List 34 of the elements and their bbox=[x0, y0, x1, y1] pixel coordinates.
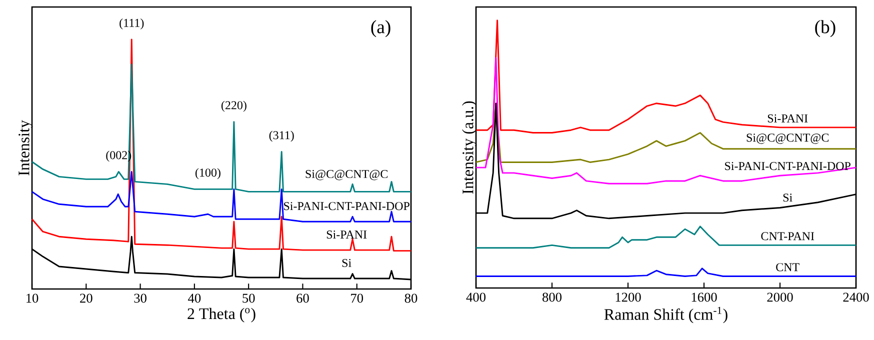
series-label: Si-PANI-CNT-PANI-DOP bbox=[725, 162, 850, 170]
x-tick-label: 60 bbox=[296, 294, 309, 303]
series-label: Si-PANI bbox=[326, 230, 367, 239]
x-tick-label: 2400 bbox=[843, 292, 869, 302]
x-tick-label: 10 bbox=[26, 294, 38, 303]
annotation: (220) bbox=[221, 100, 246, 112]
series-label: Si@C@CNT@C bbox=[746, 134, 829, 144]
x-tick-label: 50 bbox=[242, 294, 255, 303]
series-label: Si-PANI bbox=[768, 114, 808, 122]
annotation: (b) bbox=[815, 20, 836, 38]
x-tick-label: 2000 bbox=[767, 292, 793, 302]
annotation: (311) bbox=[269, 130, 294, 142]
x-axis-title: Raman Shift (cm$^{-1}$) bbox=[604, 306, 728, 324]
text: (a) bbox=[371, 20, 390, 38]
annotation: (100) bbox=[195, 168, 220, 180]
series-label: Si@C@CNT@C bbox=[306, 170, 388, 180]
x-tick-label: 30 bbox=[134, 294, 146, 303]
y-axis-title: Intensity (a.u.) bbox=[462, 101, 477, 194]
x-tick-label: 40 bbox=[188, 294, 201, 303]
series-label: CNT bbox=[776, 263, 800, 272]
annotation: (111) bbox=[120, 18, 144, 30]
x-axis-title: 2 Theta ($^{o}$) bbox=[188, 308, 256, 322]
series-label: Si bbox=[783, 194, 792, 202]
x-tick-label: 70 bbox=[351, 294, 364, 303]
x-tick-label: 80 bbox=[404, 294, 418, 303]
x-tick-label: 1200 bbox=[616, 292, 641, 302]
x-tick-label: 400 bbox=[466, 292, 486, 302]
series-label: Si bbox=[342, 258, 352, 268]
series-label: CNT-PANI bbox=[761, 232, 814, 240]
x-tick-label: 800 bbox=[542, 292, 562, 302]
series-label: Si-PANI-CNT-PANI-DOP bbox=[284, 202, 410, 210]
x-tick-label: 1600 bbox=[692, 292, 717, 302]
x-tick-label: 20 bbox=[80, 294, 92, 303]
y-axis-title: Intensity bbox=[18, 120, 33, 176]
